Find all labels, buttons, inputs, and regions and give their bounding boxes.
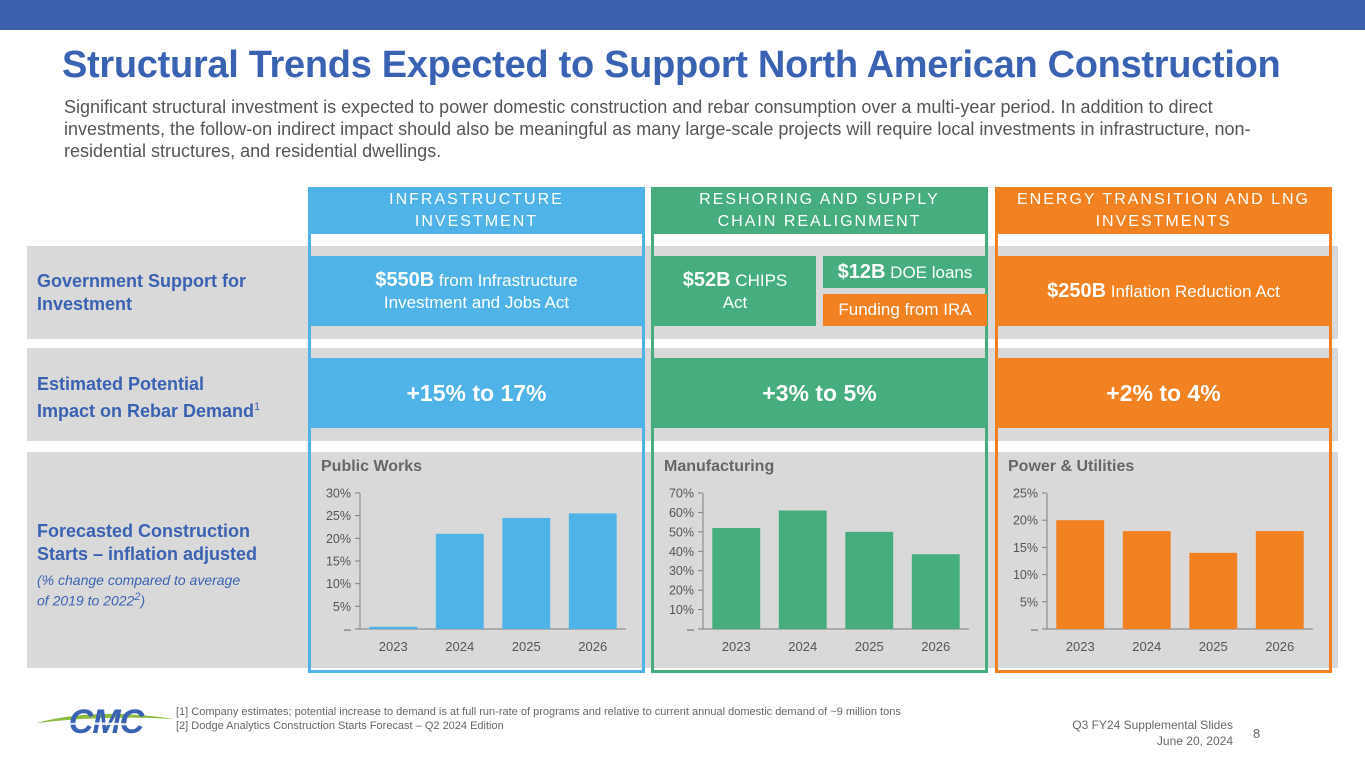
y-tick-label: 15% [1013, 541, 1038, 555]
page-title: Structural Trends Expected to Support No… [62, 44, 1281, 86]
deck-title: Q3 FY24 Supplemental Slides [1072, 718, 1233, 732]
y-tick-label: 10% [1013, 568, 1038, 582]
public-works-chart-svg: – 5% 10% 15% 20% 25% 30% 2023 2024 2025 2026 [326, 487, 626, 654]
x-tick-label: 2026 [921, 639, 950, 654]
infrastructure-gov-support: $550B from Infrastructure Investment and… [311, 256, 642, 326]
ira-funding-box: Funding from IRA [823, 294, 987, 326]
y-tick-label: 25% [1013, 487, 1038, 501]
logo-text: CMC [69, 703, 145, 741]
y-tick-label: – [1031, 623, 1038, 637]
x-tick-label: 2025 [855, 639, 884, 654]
manufacturing-chart-svg: – 10% 20% 30% 40% 50% 60% 70% 2023 2024 2025 2026 [669, 487, 969, 654]
bar-2026 [568, 513, 617, 629]
x-tick-label: 2026 [1265, 639, 1294, 654]
bar-2025 [1189, 552, 1238, 629]
cmc-logo: CMC [36, 703, 174, 741]
bar-2026 [1255, 531, 1304, 629]
x-tick-label: 2025 [512, 639, 541, 654]
footnotes: [1] Company estimates; potential increas… [176, 705, 901, 733]
y-tick-label: 20% [669, 584, 694, 598]
x-tick-label: 2024 [788, 639, 817, 654]
top-banner [0, 0, 1365, 30]
x-tick-label: 2024 [1132, 639, 1161, 654]
y-tick-label: 20% [326, 532, 351, 546]
bar-2024 [1122, 531, 1171, 629]
bar-2025 [845, 531, 894, 629]
reshoring-impact: +3% to 5% [654, 358, 985, 428]
bar-2023 [369, 626, 418, 629]
y-tick-label: 70% [669, 487, 694, 501]
y-tick-label: 50% [669, 525, 694, 539]
forecast-note: (% change compared to average of 2019 to … [37, 572, 241, 609]
deck-date: June 20, 2024 [1156, 734, 1233, 748]
x-tick-label: 2023 [1066, 639, 1095, 654]
energy-gov-support: $250B Inflation Reduction Act [998, 256, 1329, 326]
bar-2023 [1056, 520, 1105, 629]
y-tick-label: 30% [326, 487, 351, 501]
forecast-band [27, 452, 1338, 668]
y-tick-label: 25% [326, 509, 351, 523]
deck-info: Q3 FY24 Supplemental Slides June 20, 202… [1072, 717, 1233, 749]
y-tick-label: 40% [669, 545, 694, 559]
infrastructure-impact: +15% to 17% [311, 358, 642, 428]
chart-title: Power & Utilities [1008, 458, 1135, 475]
power-utilities-chart: Power & Utilities – 5% 10% 15% 20% 25% 2023 202… [995, 452, 1332, 670]
manufacturing-chart: Manufacturing – 10% 20% 30% 40% 50% 60% 70% 2023… [651, 452, 988, 670]
doe-loans-box: $12B DOE loans [823, 256, 987, 288]
x-tick-label: 2023 [722, 639, 751, 654]
footnote-1: [1] Company estimates; potential increas… [176, 706, 901, 718]
chart-title: Manufacturing [664, 458, 775, 475]
y-tick-label: – [687, 623, 694, 637]
y-tick-label: 20% [1013, 514, 1038, 528]
row-label-rebar-impact: Estimated Potential Impact on Rebar Dema… [37, 374, 261, 421]
power-utilities-chart-svg: – 5% 10% 15% 20% 25% 2023 2024 2025 2026 [1013, 487, 1313, 654]
chart-title: Public Works [321, 458, 423, 475]
bar-2024 [778, 510, 827, 629]
page-subtitle: Significant structural investment is exp… [64, 97, 1251, 161]
energy-impact: +2% to 4% [998, 358, 1329, 428]
reshoring-header: RESHORING AND SUPPLY CHAIN REALIGNMENT [651, 187, 988, 234]
energy-header: ENERGY TRANSITION AND LNG INVESTMENTS [995, 187, 1332, 234]
y-tick-label: 10% [669, 603, 694, 617]
row-label-gov-support: Government Support for Investment [37, 271, 247, 314]
y-tick-label: 60% [669, 506, 694, 520]
y-tick-label: 10% [326, 577, 351, 591]
x-tick-label: 2024 [445, 639, 474, 654]
x-tick-label: 2025 [1199, 639, 1228, 654]
page-number: 8 [1253, 726, 1261, 741]
y-tick-label: 5% [1020, 595, 1038, 609]
bar-2025 [502, 517, 551, 629]
infrastructure-header: INFRASTRUCTURE INVESTMENT [308, 187, 645, 234]
bar-2023 [712, 527, 761, 629]
bar-2024 [435, 533, 484, 629]
bar-2026 [911, 554, 960, 629]
x-tick-label: 2023 [379, 639, 408, 654]
chips-act-box: $52B CHIPS Act [654, 256, 816, 326]
row-label-forecast: Forecasted Construction Starts – inflati… [37, 521, 258, 609]
y-tick-label: 30% [669, 564, 694, 578]
y-tick-label: 5% [333, 600, 351, 614]
y-tick-label: 15% [326, 555, 351, 569]
x-tick-label: 2026 [578, 639, 607, 654]
y-tick-label: – [344, 623, 351, 637]
public-works-chart: Public Works – 5% 10% 15% 20% 25% 30% 2023 2024 2… [308, 452, 645, 670]
footnote-2: [2] Dodge Analytics Construction Starts … [176, 720, 504, 732]
